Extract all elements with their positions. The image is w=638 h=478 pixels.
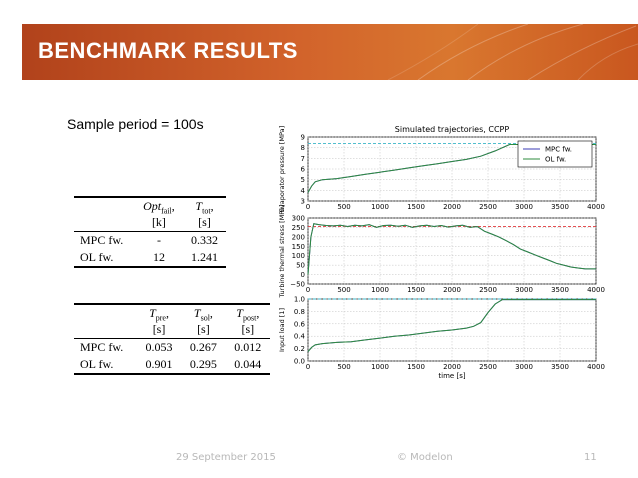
table-cell: 1.241 <box>183 249 226 269</box>
x-tick-label: 2500 <box>479 203 497 211</box>
x-tick-label: 2000 <box>443 203 461 211</box>
y-tick-label: 0.2 <box>294 345 305 353</box>
x-tick-label: 2500 <box>479 286 497 294</box>
x-tick-label: 3500 <box>551 203 569 211</box>
row-label: MPC fw. <box>80 340 124 355</box>
y-tick-label: 0.8 <box>294 308 305 316</box>
sample-period-text: Sample period = 100s <box>67 116 204 132</box>
table1-header-ttot: Ttot, [s] <box>183 197 226 233</box>
y-axis-label: Evaporator pressure [MPa] <box>278 126 286 212</box>
y-tick-label: 3 <box>301 198 305 206</box>
x-tick-label: 3000 <box>515 203 533 211</box>
table2-header-tpre: Tpre, [s] <box>136 304 182 340</box>
x-tick-label: 500 <box>337 363 350 371</box>
legend-label: OL fw. <box>545 156 566 164</box>
x-tick-label: 4000 <box>587 286 605 294</box>
y-tick-label: 300 <box>292 215 305 223</box>
x-tick-label: 1500 <box>407 203 425 211</box>
table2-header-tsol: Tsol, [s] <box>181 304 226 340</box>
x-tick-label: 3500 <box>551 363 569 371</box>
y-axis-label: Input load [1] <box>278 308 286 352</box>
timing-table-total: Optfail, [k] Ttot, [s] MPC fw. - 0.332 O… <box>74 196 226 269</box>
x-tick-label: 0 <box>306 363 310 371</box>
y-tick-label: 50 <box>296 262 305 270</box>
table-cell: 0.295 <box>181 356 226 376</box>
y-tick-label: 150 <box>292 243 305 251</box>
banner-decoration <box>387 24 638 80</box>
x-axis-label: time [s] <box>438 372 465 380</box>
table2-corner <box>74 304 137 340</box>
y-tick-label: 7 <box>301 155 305 163</box>
x-tick-label: 3500 <box>551 286 569 294</box>
y-tick-label: 1.0 <box>294 296 305 304</box>
y-tick-label: 4 <box>301 187 306 195</box>
x-tick-label: 500 <box>337 203 350 211</box>
table-cell: 0.012 <box>234 340 262 355</box>
x-tick-label: 0 <box>306 203 310 211</box>
series-line-ol <box>307 144 596 193</box>
x-tick-label: 500 <box>337 286 350 294</box>
footer-copyright: © Modelon <box>397 452 453 463</box>
slide-title: BENCHMARK RESULTS <box>38 38 298 63</box>
table-row: MPC fw. - 0.332 <box>74 232 226 250</box>
table-cell: 0.332 <box>191 233 218 248</box>
x-tick-label: 3000 <box>515 363 533 371</box>
y-tick-label: 100 <box>292 252 305 260</box>
x-tick-label: 2000 <box>443 286 461 294</box>
x-tick-label: 3000 <box>515 286 533 294</box>
table-cell: 0.267 <box>189 340 217 355</box>
y-tick-label: 0.0 <box>294 358 305 366</box>
table1-corner <box>74 197 135 233</box>
table-cell: 0.044 <box>225 356 270 376</box>
footer-date: 29 September 2015 <box>176 452 276 463</box>
chart-title: Simulated trajectories, CCPP <box>395 125 510 134</box>
y-tick-label: 250 <box>292 224 305 232</box>
x-tick-label: 0 <box>306 286 310 294</box>
x-tick-label: 4000 <box>587 363 605 371</box>
table-row: OL fw. 12 1.241 <box>74 249 226 269</box>
y-tick-label: 0.4 <box>294 333 306 341</box>
series-line-ol <box>307 299 596 353</box>
y-tick-label: 200 <box>292 233 305 241</box>
table1-header-optfail: Optfail, [k] <box>134 197 183 233</box>
y-axis-label: Turbine thermal stress [MPa] <box>278 205 286 299</box>
y-tick-label: 6 <box>301 166 306 174</box>
title-banner: BENCHMARK RESULTS <box>22 24 638 80</box>
timing-table-breakdown: Tpre, [s] Tsol, [s] Tpost, [s] MPC fw. 0… <box>74 303 270 376</box>
legend-label: MPC fw. <box>545 146 572 154</box>
y-tick-label: 5 <box>301 176 305 184</box>
x-tick-label: 1000 <box>371 203 389 211</box>
x-tick-label: 1500 <box>407 286 425 294</box>
table-row: OL fw. 0.901 0.295 0.044 <box>74 356 270 376</box>
x-tick-label: 1000 <box>371 286 389 294</box>
x-tick-label: 4000 <box>587 203 605 211</box>
legend-box <box>517 140 593 168</box>
y-tick-label: 9 <box>301 134 305 142</box>
y-tick-label: 0.6 <box>294 320 306 328</box>
y-tick-label: 8 <box>301 144 305 152</box>
x-tick-label: 1000 <box>371 363 389 371</box>
y-tick-label: 0 <box>301 271 305 279</box>
table-row: MPC fw. 0.053 0.267 0.012 <box>74 339 270 357</box>
footer-page-number: 11 <box>584 452 597 463</box>
row-label: OL fw. <box>74 249 135 269</box>
row-label: OL fw. <box>74 356 137 376</box>
table-cell: - <box>156 233 161 248</box>
series-line-ol <box>307 223 596 275</box>
y-tick-label: −50 <box>290 281 305 289</box>
table-cell: 12 <box>134 249 183 269</box>
trajectory-plots: 0 500 1000 1500 2000 2500 3000 3500 40003456789E… <box>278 125 605 380</box>
row-label: MPC fw. <box>80 233 124 248</box>
table-cell: 0.053 <box>145 340 173 355</box>
table2-header-tpost: Tpost, [s] <box>225 304 270 340</box>
x-tick-label: 2000 <box>443 363 461 371</box>
x-tick-label: 1500 <box>407 363 425 371</box>
x-tick-label: 2500 <box>479 363 497 371</box>
table-cell: 0.901 <box>136 356 182 376</box>
